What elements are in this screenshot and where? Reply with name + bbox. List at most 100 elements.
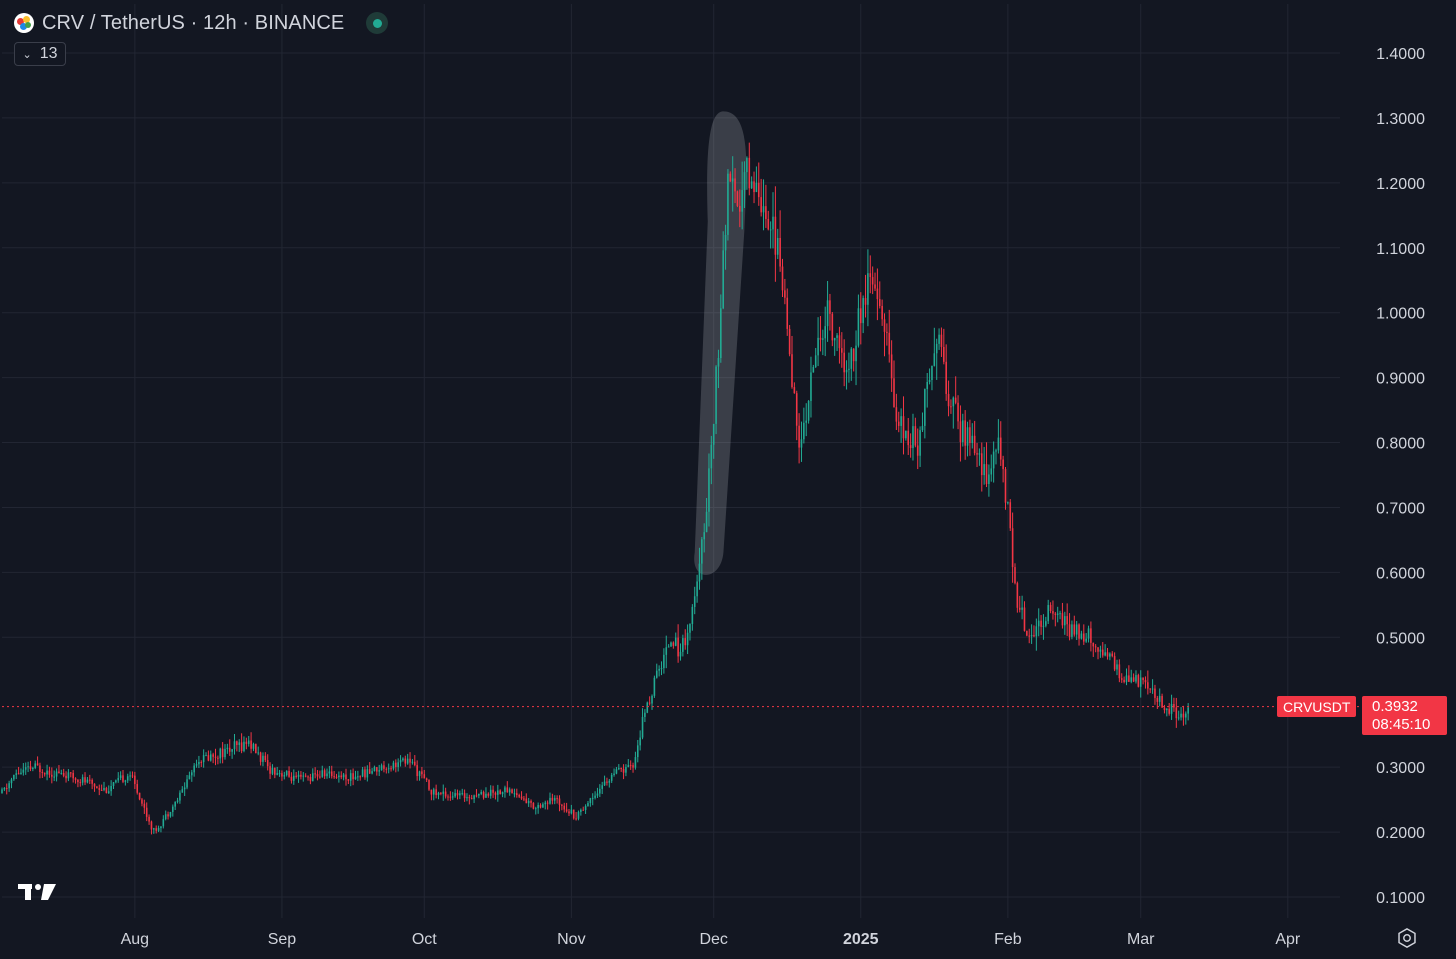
symbol-title[interactable]: CRV / TetherUS · 12h · BINANCE	[42, 11, 345, 34]
candle-body	[957, 402, 959, 422]
candle	[442, 784, 445, 801]
candle	[153, 827, 155, 834]
candle	[603, 775, 606, 787]
candle-body	[1075, 624, 1078, 635]
tradingview-logo-icon[interactable]	[18, 882, 58, 902]
candle-body	[527, 800, 530, 804]
candle-body	[461, 793, 464, 795]
candle-body	[1135, 675, 1137, 682]
candle	[862, 295, 864, 334]
candle-body	[205, 755, 207, 757]
candle-body	[864, 298, 867, 305]
candle	[459, 790, 461, 800]
candle-body	[916, 445, 919, 456]
market-status-icon[interactable]	[366, 12, 389, 34]
candle	[228, 739, 231, 756]
candle	[565, 802, 568, 813]
candle-body	[162, 819, 165, 827]
candle-body	[693, 596, 696, 607]
candle	[311, 768, 314, 782]
candle	[843, 339, 845, 387]
candle-body	[1142, 677, 1144, 681]
candle-body	[1064, 616, 1066, 626]
candle-body	[1061, 613, 1064, 626]
candle-body	[36, 763, 39, 766]
candle-body	[841, 348, 843, 353]
candle	[36, 756, 39, 766]
candle-body	[938, 334, 940, 344]
settings-gear-icon[interactable]	[1396, 927, 1418, 949]
chart-header: CRV / TetherUS · 12h · BINANCE	[14, 10, 389, 36]
candle	[145, 802, 148, 822]
candle-body	[1037, 620, 1040, 627]
candle-body	[999, 437, 1002, 460]
candle	[478, 793, 480, 799]
indicators-toggle-button[interactable]: ⌄ 13	[14, 42, 66, 66]
candle-body	[29, 766, 32, 770]
candle-body	[1163, 707, 1166, 711]
candle-body	[712, 423, 715, 445]
candle-body	[1170, 703, 1173, 714]
candle-body	[1101, 649, 1104, 656]
candle-body	[202, 755, 205, 763]
candle-body	[183, 787, 186, 790]
candle-body	[264, 755, 267, 761]
candle	[1184, 711, 1187, 725]
candle-body	[164, 814, 167, 820]
candle-body	[525, 798, 528, 804]
candle	[314, 767, 316, 779]
candle-body	[943, 346, 945, 362]
candle-body	[376, 767, 378, 772]
candle	[138, 792, 141, 801]
candle-body	[1066, 616, 1068, 625]
candle	[1116, 659, 1118, 676]
candle-body	[3, 788, 6, 790]
candle-body	[914, 426, 917, 446]
candle-body	[506, 787, 509, 793]
candle-body	[563, 805, 566, 810]
candle-body	[781, 266, 784, 291]
candle-body	[411, 761, 414, 763]
candle-body	[304, 775, 307, 777]
candle	[1011, 512, 1014, 583]
candle	[1056, 606, 1059, 623]
candle-body	[98, 788, 101, 790]
candle	[1144, 676, 1147, 689]
candle	[943, 328, 945, 365]
candle-body	[115, 780, 117, 783]
candle-body	[1175, 707, 1178, 719]
candle-body	[1120, 678, 1123, 680]
candle-body	[530, 800, 532, 803]
candle-body	[160, 826, 162, 828]
candle-body	[677, 637, 679, 657]
candle-body	[1068, 624, 1071, 637]
candle-body	[606, 781, 608, 783]
candle	[157, 825, 160, 833]
candle	[129, 771, 131, 781]
candle-body	[660, 668, 663, 670]
candle-body	[836, 335, 838, 338]
candle	[46, 764, 48, 781]
candle	[1097, 647, 1099, 660]
candle-body	[793, 387, 796, 394]
candle	[1142, 677, 1144, 685]
candle	[340, 771, 343, 780]
candle	[162, 815, 165, 829]
candle-body	[952, 397, 955, 407]
candle-body	[385, 768, 388, 770]
candle-body	[504, 787, 506, 793]
candle	[172, 804, 174, 817]
candle-body	[1161, 695, 1163, 708]
candle-body	[819, 337, 822, 340]
candle-body	[769, 229, 772, 231]
candle-body	[430, 789, 433, 795]
candle	[1090, 621, 1092, 652]
candle-body	[333, 776, 335, 778]
candle	[136, 779, 139, 795]
candle-body	[639, 737, 641, 746]
last-price-value: 0.3932	[1372, 697, 1418, 715]
candle-body	[893, 378, 895, 408]
candle-body	[1184, 713, 1187, 718]
candle	[480, 789, 483, 796]
